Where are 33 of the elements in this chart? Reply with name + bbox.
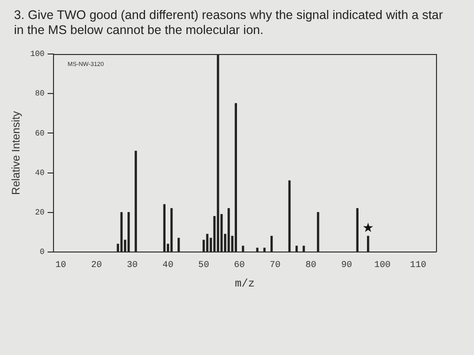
bar	[356, 208, 359, 252]
bar	[242, 246, 244, 252]
y-tick-label: 80	[34, 90, 45, 99]
bar	[206, 234, 208, 252]
y-tick-label: 20	[34, 208, 45, 218]
y-tick-label: 100	[30, 50, 45, 60]
x-tick-label: 110	[410, 260, 426, 270]
bar	[134, 150, 137, 252]
bar	[295, 246, 298, 252]
bar	[302, 246, 305, 252]
x-tick-label: 90	[341, 260, 352, 270]
bar	[228, 208, 230, 252]
y-tick-label: 40	[34, 168, 45, 178]
x-tick-label: 10	[55, 260, 66, 270]
x-tick-label: 100	[374, 260, 390, 270]
y-tick-label: 60	[34, 129, 45, 138]
bar	[128, 212, 130, 252]
bar	[256, 248, 258, 252]
bar	[234, 103, 237, 252]
bar	[263, 248, 266, 252]
x-tick-label: 70	[270, 260, 281, 270]
x-tick-label: 30	[126, 260, 138, 270]
chart-title: 3. Give TWO good (and different) reasons why the signal indicated with a star in the MS below cannot be the molecular ion.	[14, 8, 444, 38]
annotation: ★	[362, 221, 374, 236]
x-tick-label: 50	[198, 260, 210, 270]
x-tick-label: 20	[91, 260, 102, 270]
y-tick-label: 0	[40, 248, 45, 258]
x-axis-title: m/z	[234, 278, 255, 290]
bar	[178, 238, 180, 252]
y-axis-title: Relative Intensity	[10, 110, 23, 195]
x-tick-label: 60	[234, 260, 245, 270]
x-tick-label: 40	[162, 260, 174, 270]
x-tick-label: 80	[306, 260, 316, 270]
